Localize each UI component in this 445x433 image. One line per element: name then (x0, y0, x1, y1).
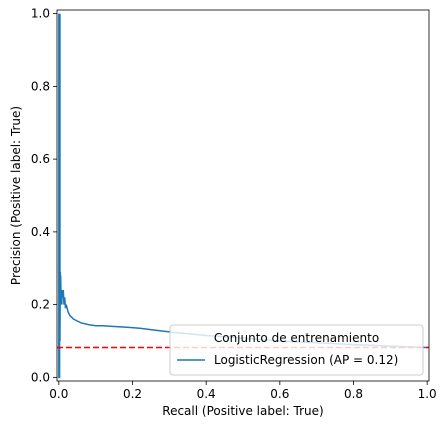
x-tick-label: 0.4 (197, 387, 216, 401)
x-tick-label: 0.0 (49, 387, 68, 401)
series-line-logistic-regression (58, 13, 428, 379)
legend-title: Conjunto de entrenamiento (214, 331, 379, 345)
x-axis-label: Recall (Positive label: True) (162, 404, 323, 418)
y-axis-label: Precision (Positive label: True) (9, 106, 23, 285)
y-tick-label: 0.6 (31, 152, 50, 166)
plot-content (57, 13, 429, 379)
y-tick-label: 0.4 (31, 225, 50, 239)
y-tick-label: 1.0 (31, 7, 50, 21)
y-tick-label: 0.8 (31, 79, 50, 93)
legend-box (169, 324, 424, 376)
plot-frame (56, 9, 430, 382)
x-tick-label: 1.0 (418, 387, 437, 401)
x-tick-label: 0.6 (270, 387, 289, 401)
y-tick-label: 0.2 (31, 298, 50, 312)
x-axis-ticks: 0.0 0.2 0.4 0.6 0.8 1.0 (49, 381, 437, 401)
legend: Conjunto de entrenamiento LogisticRegres… (169, 324, 424, 376)
x-tick-label: 0.8 (344, 387, 363, 401)
y-axis-ticks: 0.0 0.2 0.4 0.6 0.8 1.0 (31, 7, 57, 384)
y-tick-label: 0.0 (31, 370, 50, 384)
x-tick-label: 0.2 (123, 387, 142, 401)
legend-entry-logistic-regression: LogisticRegression (AP = 0.12) (214, 353, 398, 367)
